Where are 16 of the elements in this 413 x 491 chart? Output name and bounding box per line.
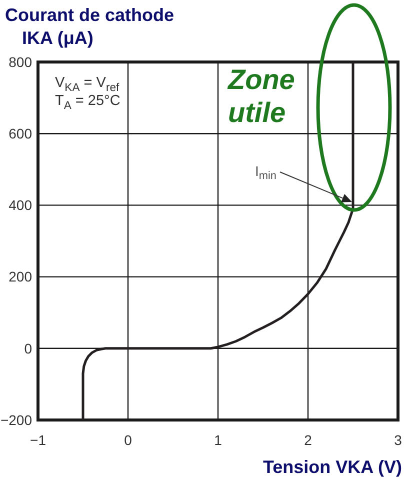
x-tick-label: 1 xyxy=(214,432,222,448)
y-tick-label: 600 xyxy=(8,126,32,142)
x-tick-label: 0 xyxy=(124,432,132,448)
annotation: I$_{min}$ xyxy=(255,163,276,182)
x-tick-label: −1 xyxy=(30,432,46,448)
y-axis-title: Courant de cathode IKA (μA) xyxy=(5,5,174,48)
x-axis-title: Tension VKA (V) xyxy=(263,457,402,477)
y-tick-label: 800 xyxy=(8,54,32,70)
y-tick-label: 200 xyxy=(8,268,32,285)
annotation: Zone utile xyxy=(227,64,295,128)
x-tick-label: 2 xyxy=(304,432,312,448)
x-tick-label: 3 xyxy=(394,432,402,448)
y-tick-label: 400 xyxy=(8,197,32,214)
text: V$_{KA}$ = V$_{ref}$ T$_{A}$ = 25°C xyxy=(55,75,120,112)
y-tick-label: −200 xyxy=(0,412,32,428)
y-tick-label: 0 xyxy=(24,340,32,356)
